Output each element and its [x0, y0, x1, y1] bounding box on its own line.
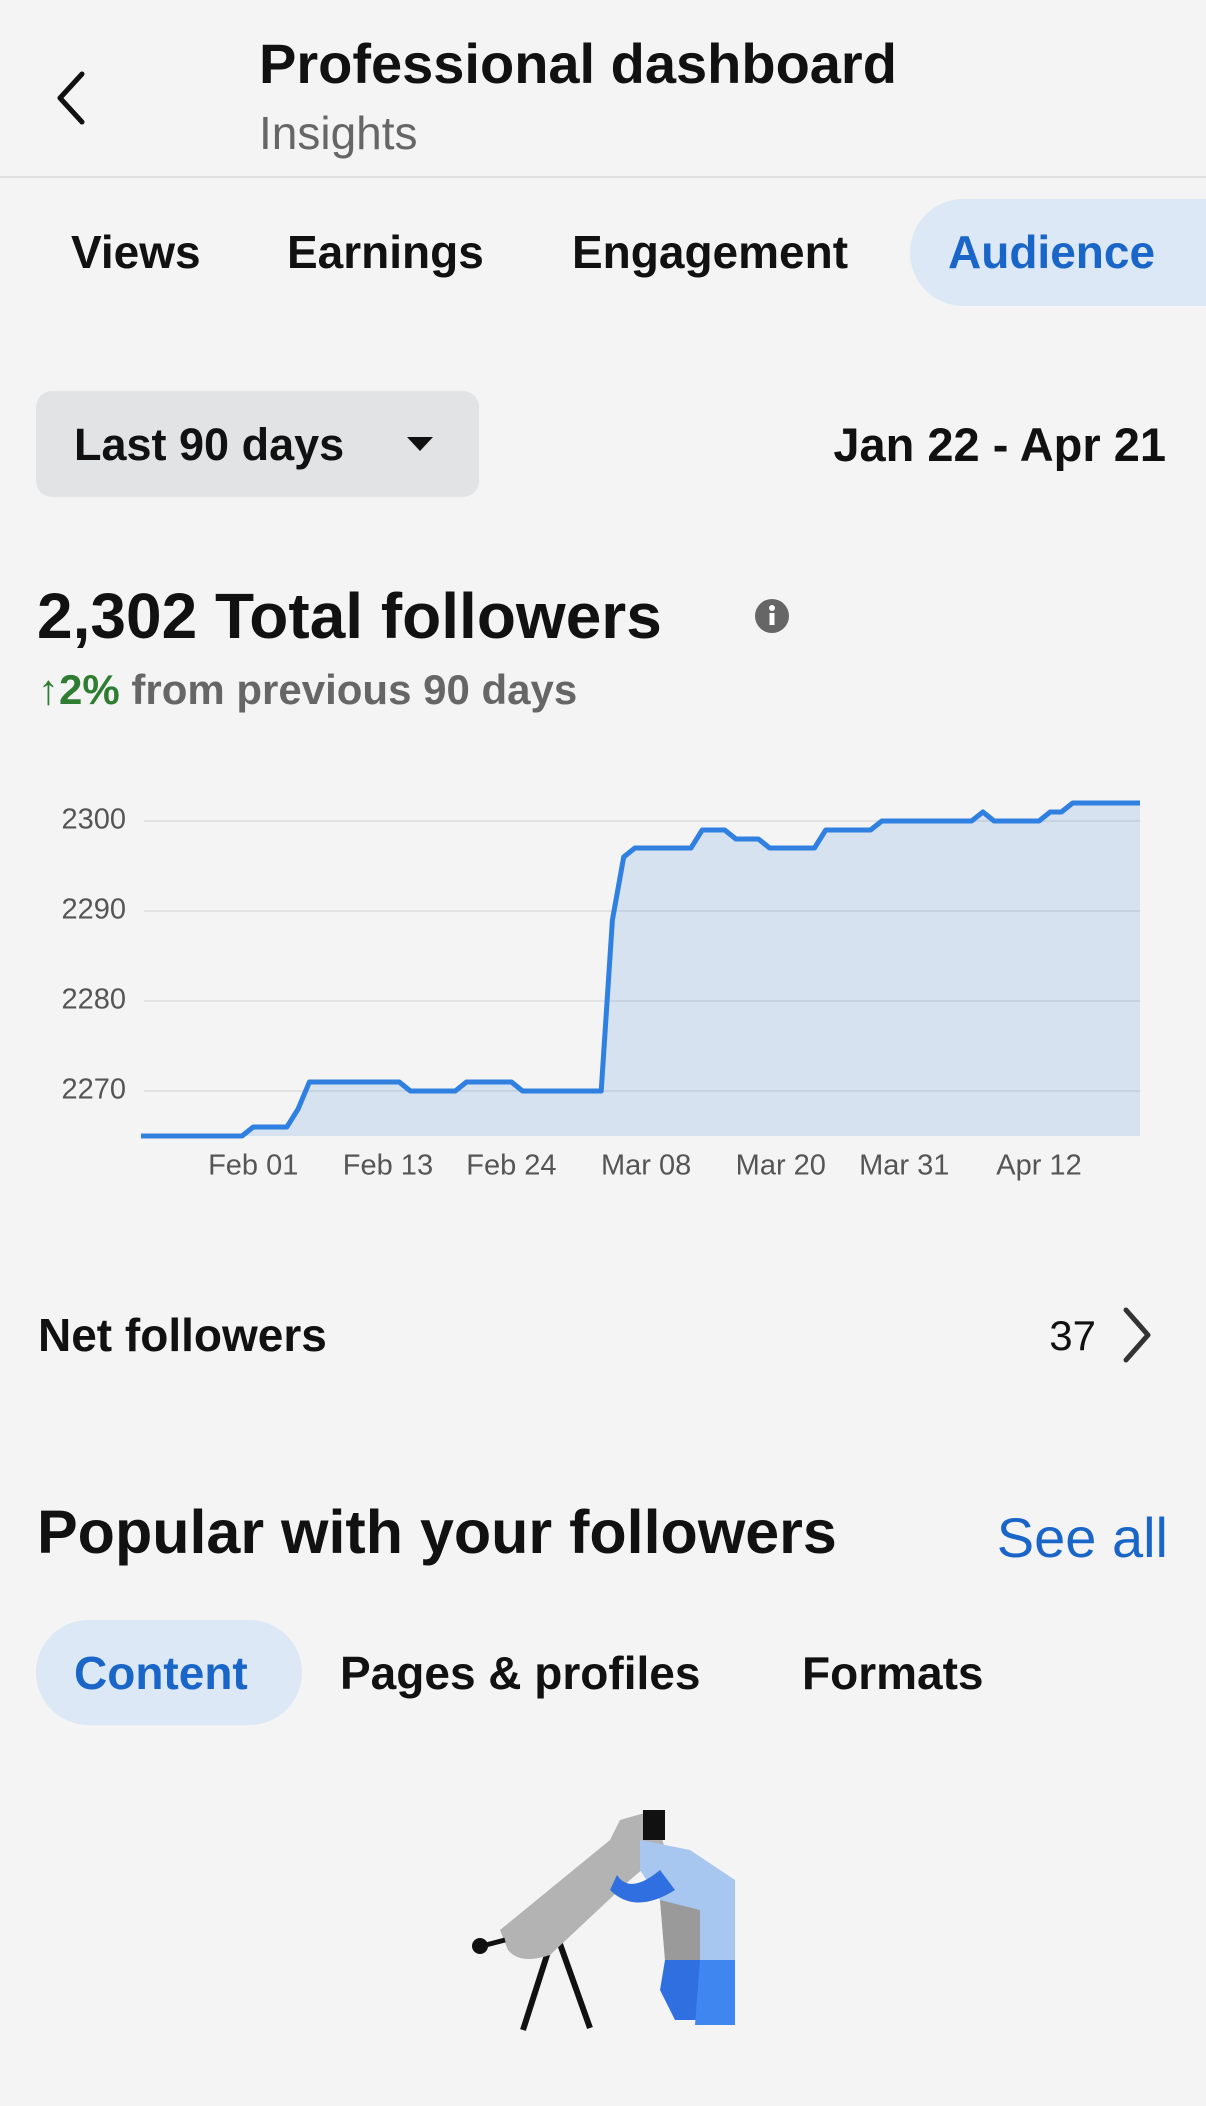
x-tick-label: Apr 12	[996, 1150, 1081, 1182]
content-tab[interactable]: Pages & profiles	[340, 1647, 701, 1699]
date-range: Jan 22 - Apr 21	[833, 418, 1166, 471]
y-tick-label: 2280	[61, 984, 126, 1016]
section-title: Popular with your followers	[37, 1498, 837, 1566]
total-followers: 2,302 Total followers	[37, 580, 662, 652]
see-all-link[interactable]: See all	[996, 1506, 1168, 1569]
y-tick-label: 2300	[61, 804, 126, 836]
back-button[interactable]	[54, 70, 88, 126]
active-tab-pill	[910, 199, 1206, 306]
dropdown-caret	[407, 437, 433, 451]
chart: 2270 2280 2290 2300 Feb 01 Feb 13 Feb 24 Mar 08…	[61, 800, 1140, 1182]
content-tab[interactable]: Formats	[802, 1647, 984, 1699]
net-followers-label[interactable]: Net followers	[38, 1309, 327, 1361]
change-text: from previous 90 days	[131, 666, 578, 713]
x-tick-label: Mar 08	[601, 1150, 691, 1182]
net-followers-value: 37	[1049, 1312, 1096, 1359]
info-icon[interactable]	[755, 599, 789, 633]
tab-active[interactable]: Audience	[948, 226, 1156, 278]
y-tick-label: 2270	[61, 1074, 126, 1106]
change-value: ↑2%	[38, 666, 120, 713]
y-tick-label: 2290	[61, 894, 126, 926]
chevron[interactable]	[1120, 1306, 1154, 1364]
line	[141, 800, 1140, 1139]
tab[interactable]: Earnings	[287, 226, 484, 278]
illustration	[472, 1810, 735, 2031]
x-tick-label: Feb 13	[343, 1150, 433, 1182]
tab[interactable]: Engagement	[572, 226, 849, 278]
page-title: Professional dashboard	[259, 32, 897, 95]
area	[141, 803, 1140, 1136]
tab[interactable]: Views	[71, 226, 201, 278]
x-tick-label: Mar 20	[736, 1150, 826, 1182]
divider	[0, 176, 1206, 178]
active-tab-pill	[36, 1620, 302, 1725]
x-tick-label: Mar 31	[859, 1150, 949, 1182]
change-row: ↑2% from previous 90 days	[38, 669, 577, 711]
period-selector[interactable]: Last 90 days	[74, 419, 345, 470]
content-tab-active[interactable]: Content	[74, 1647, 248, 1699]
page-subtitle: Insights	[259, 107, 418, 159]
x-tick-label: Feb 24	[466, 1150, 556, 1182]
x-tick-label: Feb 01	[208, 1150, 298, 1182]
period-dropdown[interactable]	[36, 391, 479, 497]
